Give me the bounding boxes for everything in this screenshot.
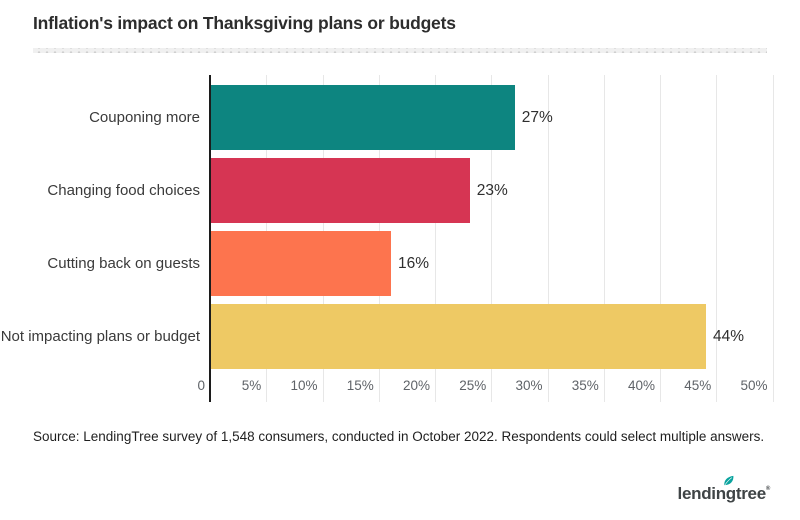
value-label: 27% [521,108,553,126]
category-label: Cutting back on guests [47,255,200,272]
gridline [491,75,493,402]
source-note: Source: LendingTree survey of 1,548 cons… [33,429,765,444]
x-tick-label: 10% [290,378,318,393]
leaf-icon [723,475,733,486]
bar [211,231,391,296]
gridline [716,75,718,402]
x-tick-label: 40% [627,378,655,393]
value-label: 16% [398,254,430,272]
gridline [660,75,661,402]
gridline [547,75,549,402]
x-tick-label: 0 [197,378,205,393]
chart-title: Inflation's impact on Thanksgiving plans… [33,13,456,33]
x-tick-label: 5% [241,378,262,393]
y-axis-line [208,75,211,402]
bar-chart: Couponing more 27% Changing food choices 23… [0,75,774,402]
category-label: Not impacting plans or budget [0,328,200,345]
title-divider [33,48,767,53]
x-tick-label: 30% [515,378,543,393]
gridline [603,75,605,402]
value-label: 44% [713,327,745,345]
x-tick-label: 15% [346,378,374,393]
x-tick-label: 25% [459,378,487,393]
bar [211,304,706,369]
x-tick-label: 35% [571,378,599,393]
category-label: Couponing more [89,109,200,126]
gridline [435,75,436,402]
x-tick-label: 50% [740,378,768,393]
logo-registered-mark: ® [765,486,770,492]
bar [211,158,470,223]
gridline [772,75,774,402]
logo-text: lendingtree [677,484,767,503]
x-tick-label: 45% [684,378,712,393]
bar [211,85,515,150]
logo-wordmark: lendingtree® [677,475,770,504]
value-label: 23% [476,181,508,199]
category-label: Changing food choices [47,182,200,199]
x-tick-label: 20% [402,378,430,393]
lendingtree-logo: lendingtree® [678,474,770,504]
